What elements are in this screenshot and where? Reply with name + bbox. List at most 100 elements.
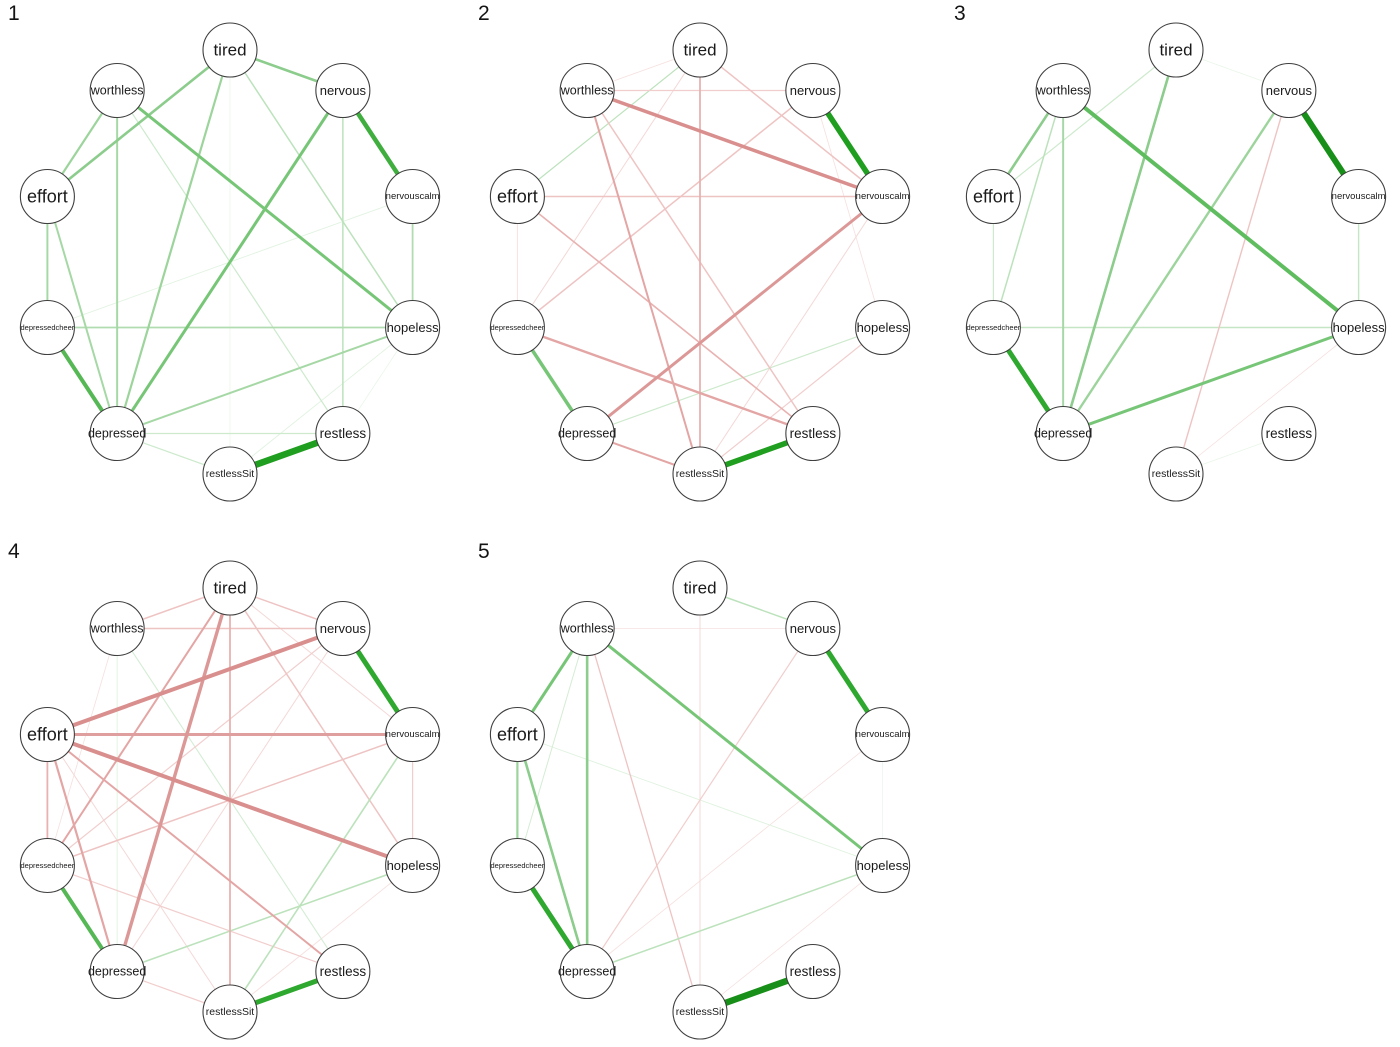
network-panel-4: 4 tired nervous nervouscalm hopeless restles… [0, 538, 466, 1047]
edge-effort-nervous [46, 626, 344, 737]
node-depressedcheer [19, 837, 75, 894]
node-hopeless [855, 837, 911, 894]
node-label-nervouscalm: nervouscalm [386, 729, 440, 740]
node-effort [965, 168, 1021, 225]
edge-effort-hopeless [46, 732, 414, 868]
node-label-depressed: depressed [558, 427, 616, 441]
node-label-hopeless: hopeless [857, 858, 910, 873]
node-label-restlessSit: restlessSit [206, 1006, 255, 1018]
edge-worthless-restlessSit [586, 628, 701, 1013]
node-hopeless [855, 299, 911, 356]
node-label-depressed: depressed [88, 427, 146, 441]
edge-worthless-depressedcheer [516, 628, 588, 866]
edge-hopeless-depressed [586, 326, 883, 435]
node-label-nervouscalm: nervouscalm [1332, 191, 1386, 202]
edge-hopeless-restlessSit [1175, 327, 1359, 475]
node-nervous [785, 600, 841, 657]
node-label-nervouscalm: nervouscalm [856, 729, 910, 740]
edge-depressed-hopeless [1062, 326, 1360, 435]
node-restless [785, 943, 841, 1000]
node-label-nervous: nervous [320, 83, 367, 98]
node-label-depressedcheer: depressedcheer [490, 323, 544, 332]
node-label-depressed: depressed [1034, 427, 1092, 441]
node-label-effort: effort [973, 186, 1014, 206]
edge-tired-depressed [1061, 49, 1178, 434]
node-depressedcheer [489, 299, 545, 356]
edge-worthless-depressedcheer [992, 90, 1064, 328]
edge-effort-restless [46, 733, 344, 973]
node-label-depressedcheer: depressedcheer [966, 323, 1020, 332]
network-graph-2: tired nervous nervouscalm hopeless restless r… [489, 22, 911, 502]
node-nervouscalm [1331, 168, 1387, 225]
node-label-nervouscalm: nervouscalm [386, 191, 440, 202]
edge-hopeless-restlessSit [699, 865, 883, 1013]
edge-worthless-hopeless [1061, 88, 1360, 330]
edge-effort-depressed [46, 734, 119, 972]
edge-nervouscalm-depressed [586, 734, 883, 972]
node-depressed [1035, 405, 1091, 462]
node-depressed [89, 943, 145, 1000]
edge-nervouscalm-restlessSit [699, 196, 884, 475]
node-depressedcheer [19, 299, 75, 356]
node-nervouscalm [385, 168, 441, 225]
node-depressed [89, 405, 145, 462]
node-depressed [559, 405, 615, 462]
network-graph-4: tired nervous nervouscalm hopeless restless r… [19, 560, 441, 1040]
network-panel-1: 1 tired nervous nervouscalm hopeless restles… [0, 0, 466, 528]
node-label-worthless: worthless [560, 621, 614, 635]
node-label-depressed: depressed [88, 965, 146, 979]
node-label-tired: tired [213, 41, 246, 60]
node-label-restless: restless [790, 964, 837, 979]
node-restless [785, 405, 841, 462]
network-panel-5: 5 tired nervous nervouscalm hopeless restles… [470, 538, 936, 1047]
node-hopeless [385, 299, 441, 356]
panel-number-3: 3 [954, 2, 966, 25]
edge-nervous-depressed [115, 89, 345, 435]
node-restlessSit [672, 446, 728, 502]
node-nervous [785, 62, 841, 119]
node-label-nervous: nervous [790, 621, 837, 636]
node-worthless [89, 62, 145, 119]
node-label-hopeless: hopeless [1333, 320, 1386, 335]
node-label-hopeless: hopeless [387, 858, 440, 873]
node-label-restlessSit: restlessSit [676, 468, 725, 480]
node-effort [19, 706, 75, 763]
network-graph-5: tired nervous nervouscalm hopeless restless r… [489, 560, 911, 1040]
node-tired [1148, 22, 1204, 78]
node-hopeless [385, 837, 441, 894]
edge-nervous-restlessSit [1175, 90, 1290, 475]
node-label-depressedcheer: depressedcheer [20, 861, 74, 870]
panel-number-5: 5 [478, 540, 490, 563]
node-label-nervous: nervous [790, 83, 837, 98]
node-label-nervous: nervous [320, 621, 367, 636]
network-graph-1: tired nervous nervouscalm hopeless restless r… [19, 22, 441, 502]
node-tired [202, 560, 258, 616]
node-tired [672, 22, 728, 78]
edge-nervouscalm-restlessSit [229, 734, 414, 1013]
edge-tired-hopeless [229, 587, 414, 866]
network-graph-3: tired nervous nervouscalm hopeless restless r… [965, 22, 1387, 502]
node-worthless [89, 600, 145, 657]
edge-tired-depressedcheer [46, 587, 231, 867]
node-label-restless: restless [320, 426, 367, 441]
edge-effort-depressed [46, 196, 119, 434]
edge-worthless-nervouscalm [586, 88, 884, 199]
edge-effort-restless [516, 195, 814, 435]
node-label-effort: effort [497, 186, 538, 206]
node-tired [202, 22, 258, 78]
node-restlessSit [202, 446, 258, 502]
node-worthless [559, 600, 615, 657]
edge-tired-depressedcheer [516, 49, 701, 328]
node-effort [19, 168, 75, 225]
node-label-restlessSit: restlessSit [1152, 468, 1201, 480]
node-worthless [1035, 62, 1091, 119]
node-effort [489, 706, 545, 763]
node-nervouscalm [385, 706, 441, 763]
edge-nervous-hopeless [812, 90, 883, 328]
edge-effort-depressed [516, 734, 589, 972]
edge-worthless-restlessSit [586, 90, 701, 475]
edge-worthless-hopeless [586, 627, 884, 867]
node-nervouscalm [855, 706, 911, 763]
edge-tired-hopeless [229, 49, 414, 328]
